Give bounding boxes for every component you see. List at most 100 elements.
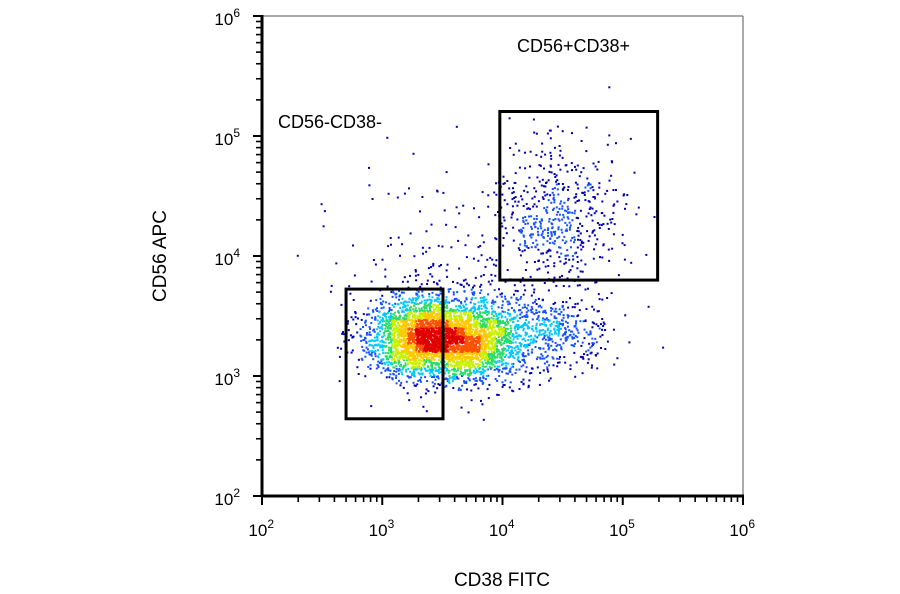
event-point bbox=[365, 342, 368, 344]
event-point bbox=[391, 321, 394, 324]
event-point bbox=[497, 325, 500, 328]
event-point bbox=[563, 235, 566, 238]
event-point bbox=[557, 333, 560, 336]
event-point bbox=[393, 346, 396, 349]
event-point bbox=[521, 306, 524, 309]
event-point bbox=[408, 340, 411, 342]
event-point bbox=[431, 275, 434, 278]
event-point bbox=[597, 293, 600, 296]
event-point bbox=[368, 331, 371, 334]
event-point bbox=[387, 367, 390, 370]
event-point bbox=[415, 299, 417, 302]
event-point bbox=[533, 291, 535, 294]
event-point bbox=[370, 344, 373, 347]
event-point bbox=[422, 252, 424, 255]
event-point bbox=[404, 362, 407, 365]
event-point bbox=[439, 361, 442, 364]
event-point bbox=[555, 320, 558, 323]
event-point bbox=[440, 302, 443, 305]
event-point bbox=[566, 249, 569, 252]
event-point bbox=[391, 315, 394, 318]
event-point bbox=[437, 349, 440, 352]
event-point bbox=[480, 299, 483, 302]
event-point bbox=[586, 230, 589, 233]
event-point bbox=[426, 319, 429, 322]
event-point bbox=[381, 349, 384, 352]
event-point bbox=[454, 340, 457, 343]
event-point bbox=[524, 167, 527, 170]
event-point bbox=[444, 365, 446, 368]
event-point bbox=[445, 326, 447, 329]
event-point bbox=[416, 334, 419, 337]
event-point bbox=[475, 342, 478, 345]
event-point bbox=[482, 371, 485, 374]
event-point bbox=[567, 197, 570, 200]
event-point bbox=[498, 353, 501, 356]
event-point bbox=[448, 329, 451, 332]
event-point bbox=[453, 350, 456, 353]
event-point bbox=[531, 328, 534, 331]
event-point bbox=[482, 374, 485, 377]
event-point bbox=[470, 330, 473, 333]
event-point bbox=[425, 350, 428, 353]
event-point bbox=[448, 315, 451, 318]
event-point bbox=[569, 226, 571, 229]
event-point bbox=[407, 332, 410, 335]
event-point bbox=[421, 309, 424, 312]
event-point bbox=[423, 315, 426, 318]
event-point bbox=[543, 282, 546, 284]
event-point bbox=[526, 191, 529, 194]
event-point bbox=[457, 355, 460, 358]
event-point bbox=[560, 311, 563, 313]
event-point bbox=[566, 277, 569, 280]
event-point bbox=[450, 336, 453, 339]
event-point bbox=[469, 326, 472, 329]
event-point bbox=[498, 320, 500, 323]
event-point bbox=[383, 330, 386, 333]
event-point bbox=[453, 375, 456, 378]
event-point bbox=[481, 365, 484, 368]
event-point bbox=[389, 333, 392, 335]
event-point bbox=[364, 336, 366, 339]
event-point bbox=[558, 330, 560, 332]
event-point bbox=[459, 318, 462, 320]
event-point bbox=[604, 329, 607, 331]
event-point bbox=[553, 201, 556, 204]
event-point bbox=[601, 200, 604, 203]
event-point bbox=[397, 331, 400, 334]
event-point bbox=[425, 306, 428, 309]
event-point bbox=[368, 351, 370, 354]
event-point bbox=[403, 365, 406, 368]
event-point bbox=[442, 191, 445, 194]
event-point bbox=[465, 357, 468, 360]
event-point bbox=[415, 360, 418, 363]
event-point bbox=[450, 324, 453, 327]
event-point bbox=[594, 281, 597, 284]
event-point bbox=[499, 320, 502, 323]
event-point bbox=[535, 328, 538, 330]
event-point bbox=[425, 348, 428, 351]
event-point bbox=[407, 337, 409, 340]
event-point bbox=[589, 183, 592, 186]
event-point bbox=[459, 323, 462, 325]
event-point bbox=[480, 324, 483, 327]
event-point bbox=[385, 355, 388, 358]
event-point bbox=[464, 369, 467, 372]
event-point bbox=[402, 302, 405, 305]
event-point bbox=[465, 256, 468, 259]
event-point bbox=[594, 243, 597, 246]
event-point bbox=[571, 255, 574, 257]
event-point bbox=[581, 372, 584, 375]
event-point bbox=[521, 354, 524, 357]
event-point bbox=[506, 300, 509, 303]
event-point bbox=[502, 244, 505, 247]
event-point bbox=[582, 357, 585, 360]
event-point bbox=[486, 313, 489, 316]
event-point bbox=[407, 344, 409, 347]
event-point bbox=[387, 327, 390, 330]
event-point bbox=[608, 179, 611, 182]
event-point bbox=[400, 332, 403, 335]
event-point bbox=[591, 230, 594, 233]
event-point bbox=[430, 223, 433, 226]
event-point bbox=[545, 210, 548, 213]
